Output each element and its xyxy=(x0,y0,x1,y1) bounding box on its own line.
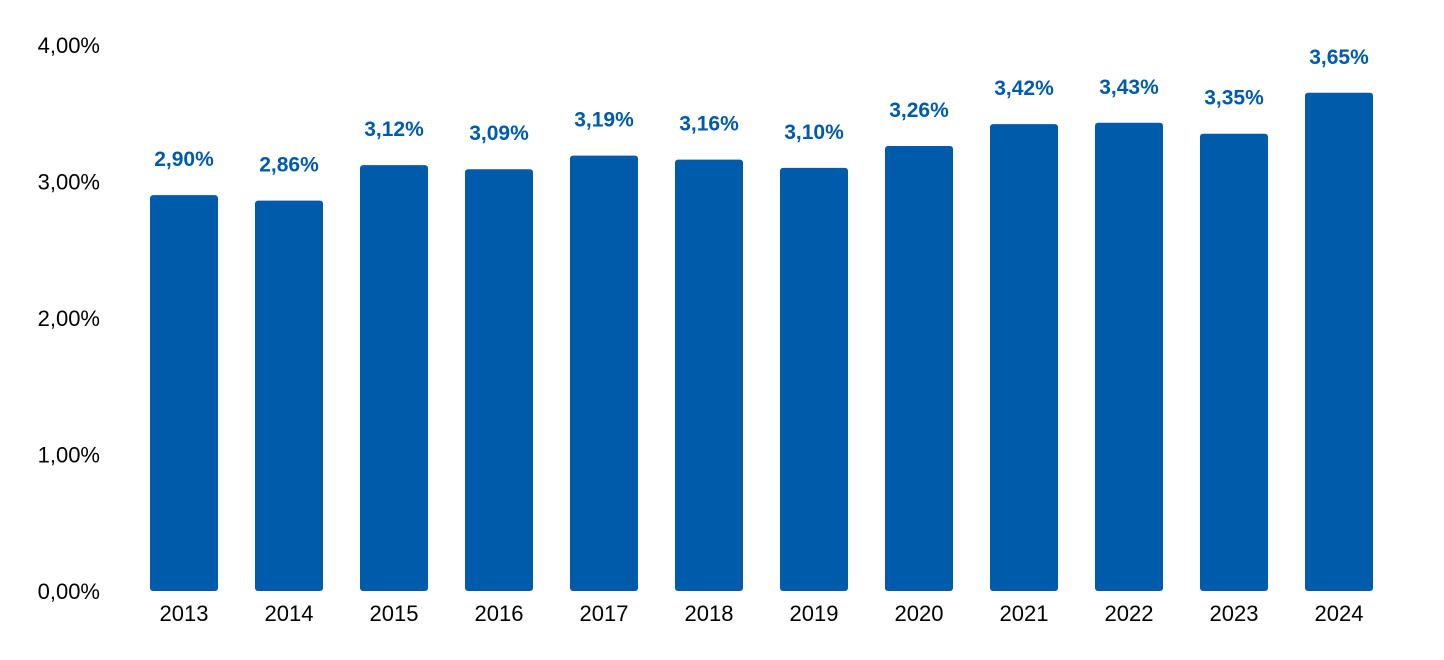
bar-2016 xyxy=(465,169,533,591)
y-tick-label: 4,00% xyxy=(38,33,100,58)
bar-2018 xyxy=(675,159,743,591)
x-tick-label: 2022 xyxy=(1105,601,1154,626)
y-axis: 0,00% 1,00% 2,00% 3,00% 4,00% xyxy=(38,33,100,604)
bar-2024 xyxy=(1305,92,1373,592)
x-tick-label: 2018 xyxy=(685,601,734,626)
x-tick-label: 2023 xyxy=(1210,601,1259,626)
x-tick-label: 2020 xyxy=(895,601,944,626)
x-tick-label: 2024 xyxy=(1315,601,1364,626)
y-tick-label: 3,00% xyxy=(38,170,100,195)
bar-2023 xyxy=(1200,133,1268,591)
data-label: 3,12% xyxy=(364,118,424,141)
bar-2022 xyxy=(1095,122,1163,592)
bar-2015 xyxy=(360,165,428,591)
y-tick-label: 2,00% xyxy=(38,306,100,331)
bar-2020 xyxy=(885,146,953,591)
data-label: 3,26% xyxy=(889,99,949,122)
data-label: 3,10% xyxy=(784,121,844,144)
bar-2017 xyxy=(570,155,638,591)
bar-2021 xyxy=(990,124,1058,592)
x-axis: 2013 2014 2015 2016 2017 2018 2019 2020 2021 2022… xyxy=(160,601,1364,626)
data-label: 3,43% xyxy=(1099,76,1159,99)
data-label: 3,16% xyxy=(679,113,739,136)
bar-2019 xyxy=(780,167,848,591)
bar-2013 xyxy=(150,195,218,591)
x-tick-label: 2021 xyxy=(1000,601,1049,626)
y-tick-label: 1,00% xyxy=(38,443,100,468)
x-tick-label: 2017 xyxy=(580,601,629,626)
data-label: 3,65% xyxy=(1309,46,1369,69)
x-tick-label: 2016 xyxy=(475,601,524,626)
data-label: 3,42% xyxy=(994,77,1054,100)
x-tick-label: 2019 xyxy=(790,601,839,626)
data-label: 2,86% xyxy=(259,154,319,177)
bars xyxy=(150,92,1373,592)
data-label: 3,19% xyxy=(574,109,634,132)
data-label: 3,09% xyxy=(469,122,529,145)
y-tick-label: 0,00% xyxy=(38,579,100,604)
bar-2014 xyxy=(255,200,323,592)
data-labels: 2,90% 2,86% 3,12% 3,09% 3,19% 3,16% 3,10% 3,26%… xyxy=(154,46,1369,177)
x-tick-label: 2015 xyxy=(370,601,419,626)
x-tick-label: 2014 xyxy=(265,601,314,626)
x-tick-label: 2013 xyxy=(160,601,209,626)
data-label: 3,35% xyxy=(1204,87,1264,110)
data-label: 2,90% xyxy=(154,148,214,171)
